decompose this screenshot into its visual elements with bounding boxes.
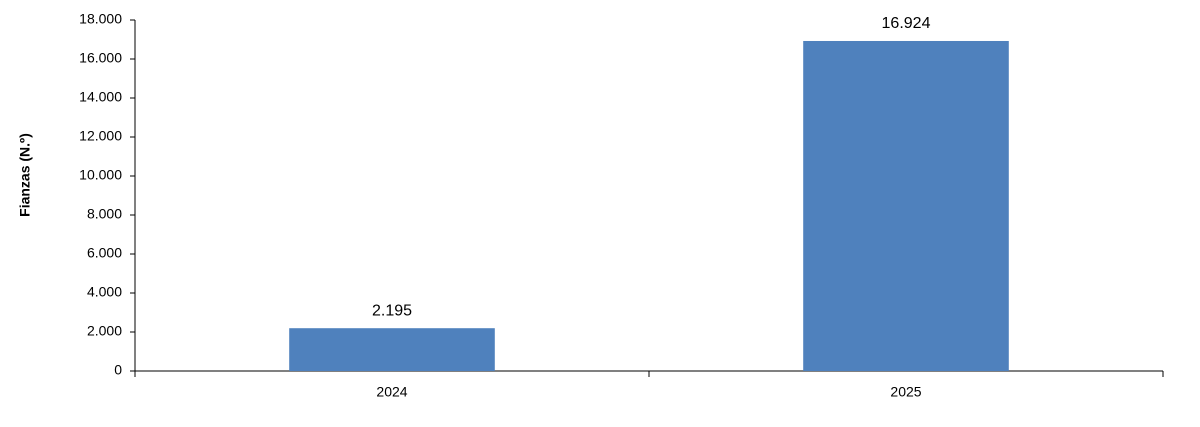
bar (289, 328, 495, 371)
y-tick-label: 18.000 (79, 11, 122, 27)
y-tick-label: 10.000 (79, 167, 122, 183)
bar (803, 40, 1009, 372)
y-tick-label: 2.000 (87, 323, 122, 339)
y-tick-label: 16.000 (79, 50, 122, 66)
y-tick-label: 4.000 (87, 284, 122, 300)
y-tick-label: 6.000 (87, 245, 122, 261)
x-tick-label: 2025 (890, 384, 921, 400)
y-tick-label: 14.000 (79, 89, 122, 105)
x-tick-label: 2024 (376, 384, 407, 400)
y-tick-label: 12.000 (79, 128, 122, 144)
data-label: 2.195 (372, 302, 412, 319)
y-tick-label: 8.000 (87, 206, 122, 222)
y-tick-label: 0 (114, 362, 122, 378)
data-label: 16.924 (882, 15, 931, 32)
y-axis-label: Fianzas (N.º) (17, 133, 33, 217)
